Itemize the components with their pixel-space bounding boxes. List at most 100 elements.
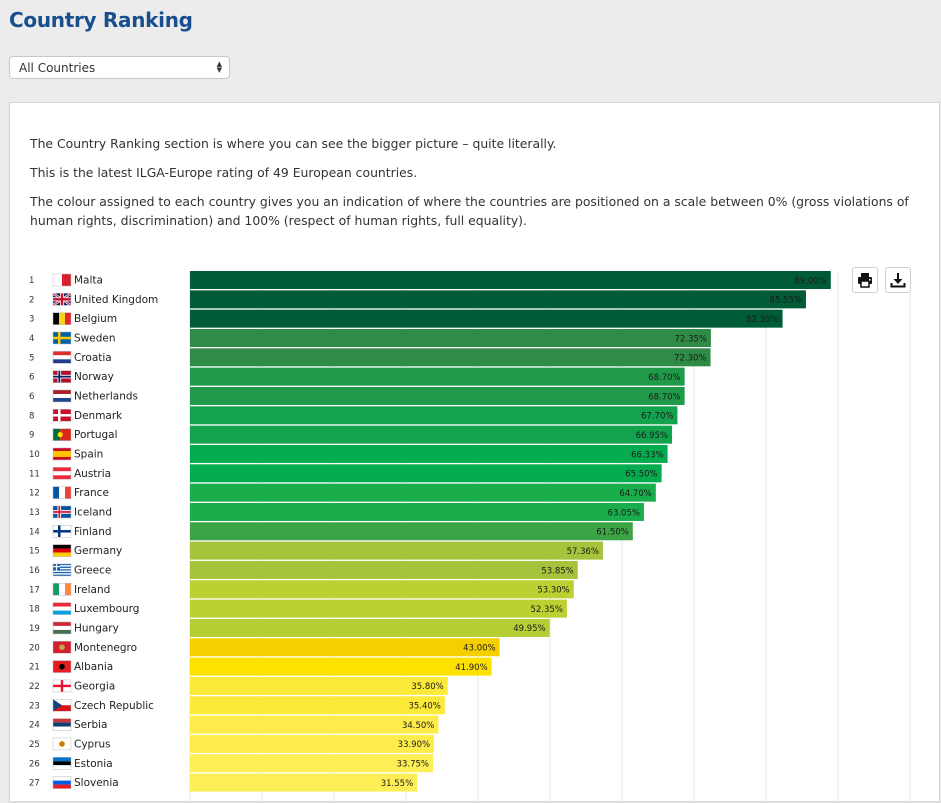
- bar: [190, 618, 550, 637]
- bar: [190, 502, 644, 521]
- bar: [190, 599, 567, 618]
- value-label: 68.70%: [648, 373, 680, 383]
- country-flag-icon: [52, 467, 72, 480]
- country-flag-icon: [52, 737, 72, 751]
- country-label: Norway: [74, 371, 114, 383]
- rank-label: 17: [29, 585, 40, 595]
- country-label: Albania: [74, 661, 113, 673]
- rank-label: 9: [29, 431, 34, 441]
- bar: [190, 773, 418, 792]
- country-flag-icon: [52, 776, 72, 789]
- country-filter-value: All Countries: [19, 61, 96, 75]
- country-flag-icon: [52, 505, 72, 519]
- country-label: Luxembourg: [74, 603, 139, 615]
- country-flag-icon: [52, 621, 72, 635]
- bar: [190, 309, 783, 328]
- rank-label: 19: [29, 624, 40, 634]
- bar: [190, 328, 711, 347]
- bar: [190, 676, 448, 695]
- bar: [190, 638, 500, 657]
- country-filter-select[interactable]: All Countries ▲ ▼: [9, 56, 230, 79]
- value-label: 41.90%: [455, 663, 487, 673]
- country-label: Hungary: [74, 622, 119, 634]
- bar: [190, 696, 445, 715]
- value-label: 72.30%: [674, 354, 706, 364]
- bar: [190, 754, 433, 773]
- value-label: 72.35%: [674, 334, 706, 344]
- bar: [190, 580, 574, 599]
- country-flag-icon: [52, 447, 72, 461]
- value-label: 65.50%: [625, 470, 657, 480]
- country-flag-icon: [52, 351, 72, 364]
- bar: [190, 406, 678, 425]
- download-icon: [890, 273, 906, 288]
- country-label: Portugal: [74, 429, 118, 441]
- country-flag-icon: [52, 660, 72, 673]
- value-label: 53.85%: [541, 566, 573, 576]
- country-flag-icon: [52, 718, 72, 731]
- country-flag-icon: [52, 486, 72, 499]
- country-flag-icon: [52, 409, 72, 422]
- country-flag-icon: [52, 757, 72, 770]
- value-label: 33.75%: [397, 760, 429, 770]
- download-button[interactable]: [885, 267, 911, 293]
- rank-label: 6: [29, 373, 34, 383]
- value-label: 66.95%: [636, 431, 668, 441]
- value-label: 52.35%: [530, 605, 562, 615]
- country-label: Cyprus: [74, 738, 111, 750]
- country-label: Slovenia: [74, 777, 119, 789]
- country-label: Belgium: [74, 313, 117, 325]
- rank-label: 21: [29, 663, 40, 673]
- rank-label: 23: [29, 701, 40, 711]
- rank-label: 27: [29, 779, 40, 789]
- country-label: Montenegro: [74, 642, 137, 654]
- bar: [190, 541, 603, 560]
- bar: [190, 425, 673, 444]
- print-button[interactable]: [852, 267, 878, 293]
- intro-paragraph-1: The Country Ranking section is where you…: [30, 136, 557, 151]
- bar: [190, 734, 435, 753]
- bar: [190, 290, 806, 309]
- value-label: 64.70%: [619, 489, 651, 499]
- bar: [190, 657, 492, 676]
- rank-label: 26: [29, 759, 40, 769]
- country-flag-icon: [52, 602, 72, 615]
- ranking-chart: 1 Malta 89.00% 2 United Kingdom 85.55% 3 Belgiu…: [29, 271, 911, 803]
- country-flag-icon: [52, 583, 72, 596]
- country-flag-icon: [52, 331, 72, 345]
- country-flag-icon: [52, 389, 72, 403]
- country-label: Greece: [74, 564, 111, 576]
- select-arrows-icon: ▲ ▼: [216, 60, 222, 74]
- rank-label: 12: [29, 489, 40, 499]
- value-label: 82.30%: [746, 315, 778, 325]
- country-flag-icon: [52, 641, 72, 654]
- rank-label: 25: [29, 740, 40, 750]
- value-label: 35.40%: [408, 702, 440, 712]
- value-label: 85.55%: [770, 296, 802, 306]
- country-label: Georgia: [74, 680, 115, 692]
- country-label: Finland: [74, 526, 112, 538]
- rank-label: 20: [29, 643, 40, 653]
- country-label: Sweden: [74, 332, 116, 344]
- rank-label: 8: [29, 411, 34, 421]
- rank-label: 11: [29, 469, 40, 479]
- rank-label: 18: [29, 605, 40, 615]
- intro-paragraph-3: The colour assigned to each country give…: [30, 194, 909, 228]
- page-title: Country Ranking: [9, 8, 193, 32]
- bar: [190, 560, 578, 579]
- country-flag-icon: [52, 273, 72, 287]
- ranking-card: The Country Ranking section is where you…: [9, 102, 940, 803]
- rank-label: 10: [29, 450, 40, 460]
- rank-label: 3: [29, 315, 34, 325]
- bar: [190, 483, 656, 502]
- country-label: Malta: [74, 275, 103, 287]
- rank-label: 15: [29, 547, 40, 557]
- country-label: Croatia: [74, 352, 112, 364]
- bar: [190, 715, 439, 734]
- rank-label: 14: [29, 527, 40, 537]
- value-label: 63.05%: [608, 508, 640, 518]
- country-label: Estonia: [74, 758, 113, 770]
- country-flag-icon: [52, 292, 72, 307]
- value-label: 67.70%: [641, 412, 673, 422]
- country-label: United Kingdom: [74, 294, 158, 306]
